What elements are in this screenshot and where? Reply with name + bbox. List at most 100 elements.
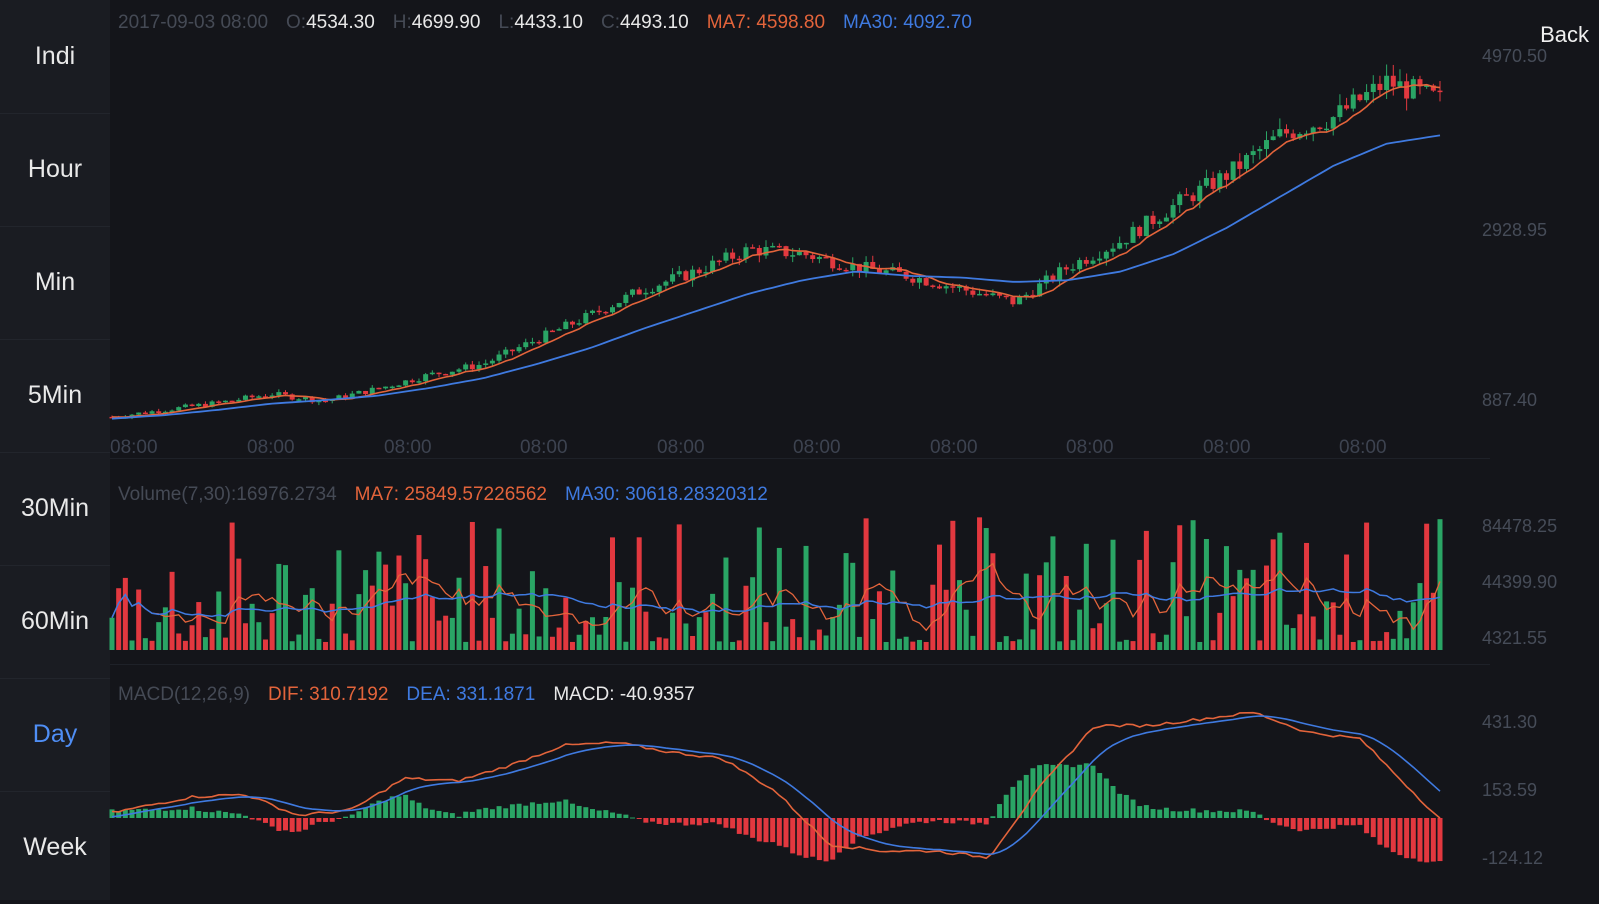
- volume-bar: [1030, 629, 1036, 650]
- back-button[interactable]: Back: [1540, 22, 1589, 47]
- macd-bar: [549, 802, 555, 818]
- volume-bar: [423, 559, 429, 650]
- candle-body: [1404, 81, 1410, 99]
- macd-bar: [1270, 818, 1276, 823]
- sidebar-item-week[interactable]: Week: [23, 833, 87, 861]
- macd-bar: [723, 818, 729, 828]
- macd-bar: [823, 818, 829, 862]
- volume-bar: [1384, 632, 1390, 650]
- candle-body: [1397, 81, 1403, 87]
- candle-body: [1377, 83, 1383, 91]
- candle-body: [536, 341, 542, 344]
- sidebar-item-30min[interactable]: 30Min: [0, 452, 110, 566]
- volume-bar: [603, 616, 609, 650]
- macd-axis-bottom: -124.12: [1482, 848, 1544, 868]
- macd-bar: [1097, 773, 1103, 818]
- sidebar-item-day[interactable]: Day: [0, 678, 110, 792]
- macd-bar: [169, 810, 175, 818]
- volume-bar: [783, 626, 789, 650]
- macd-bar: [1170, 811, 1176, 818]
- volume-bar: [1037, 575, 1043, 650]
- candle-body: [1350, 94, 1356, 109]
- macd-bar: [1117, 793, 1123, 818]
- volume-bar: [142, 638, 148, 650]
- macd-bar: [303, 818, 309, 830]
- volume-bar: [736, 640, 742, 650]
- volume-bar: [136, 589, 142, 650]
- macd-dif-line: [111, 711, 1441, 860]
- volume-bar: [830, 616, 836, 650]
- candle-body: [650, 291, 656, 294]
- volume-bar: [463, 641, 469, 650]
- price-axis-bottom: 887.40: [1482, 390, 1538, 410]
- volume-bar: [943, 589, 949, 650]
- candle-body: [323, 400, 329, 403]
- macd-bar: [523, 805, 529, 818]
- macd-bar: [1063, 764, 1069, 818]
- candle-body: [1143, 215, 1149, 237]
- candle-body: [336, 395, 342, 400]
- time-axis-label: 08:00: [110, 437, 158, 458]
- sidebar-item-indi[interactable]: Indi: [0, 0, 110, 114]
- macd-bar: [696, 818, 702, 826]
- candle-body: [1243, 155, 1249, 169]
- candle-body: [269, 395, 275, 397]
- candle-body: [950, 286, 956, 288]
- candle-body: [683, 271, 689, 281]
- volume-bar: [683, 623, 689, 650]
- volume-bar: [543, 588, 549, 650]
- volume-bar: [1310, 616, 1316, 650]
- volume-bar: [196, 602, 202, 650]
- volume-bar: [109, 617, 115, 650]
- macd-bar: [589, 809, 595, 818]
- candle-body: [1390, 75, 1396, 87]
- macd-bar: [449, 813, 455, 818]
- macd-bar: [1290, 818, 1296, 830]
- candle-body: [1290, 133, 1296, 139]
- macd-bar: [229, 813, 235, 818]
- volume-bar: [763, 622, 769, 650]
- macd-bar: [676, 818, 682, 823]
- macd-bar: [963, 818, 969, 821]
- sidebar-item-min[interactable]: Min: [0, 226, 110, 340]
- candle-body: [1330, 117, 1336, 129]
- candle-body: [816, 256, 822, 260]
- volume-bar: [162, 607, 168, 650]
- macd-bar: [997, 804, 1003, 818]
- volume-bar: [1117, 641, 1123, 650]
- candle-body: [910, 278, 916, 283]
- volume-bar: [1377, 640, 1383, 650]
- volume-bar: [1250, 569, 1256, 650]
- macd-bar: [916, 818, 922, 822]
- candle-body: [1203, 177, 1209, 186]
- volume-bar: [843, 553, 849, 650]
- readout-low: L:4433.10: [498, 12, 583, 33]
- macd-bar: [222, 811, 228, 818]
- candle-body: [636, 289, 642, 295]
- macd-bar: [1243, 810, 1249, 818]
- candle-body: [149, 411, 155, 414]
- sidebar-item-hour[interactable]: Hour: [0, 113, 110, 227]
- candle-body: [1190, 195, 1196, 202]
- volume-bar: [1150, 633, 1156, 650]
- macd-bar: [483, 807, 489, 818]
- macd-bar: [603, 810, 609, 818]
- candle-body: [1263, 140, 1269, 150]
- macd-bar: [1077, 764, 1083, 818]
- sidebar-item-60min[interactable]: 60Min: [0, 565, 110, 679]
- time-axis-label: 08:00: [1203, 437, 1251, 458]
- volume-bar: [376, 551, 382, 650]
- sidebar-item-5min[interactable]: 5Min: [0, 339, 110, 453]
- candle-body: [383, 386, 389, 389]
- volume-bar: [1223, 546, 1229, 650]
- volume-bar: [596, 634, 602, 650]
- candle-body: [182, 404, 188, 408]
- volume-bar: [750, 577, 756, 650]
- volume-bar: [1010, 641, 1016, 650]
- macd-bar: [1364, 818, 1370, 834]
- macd-dea: DEA: 331.1871: [406, 684, 536, 705]
- volume-bar: [1410, 602, 1416, 650]
- candle-body: [983, 293, 989, 296]
- candle-body: [589, 310, 595, 314]
- macd-bar: [883, 818, 889, 831]
